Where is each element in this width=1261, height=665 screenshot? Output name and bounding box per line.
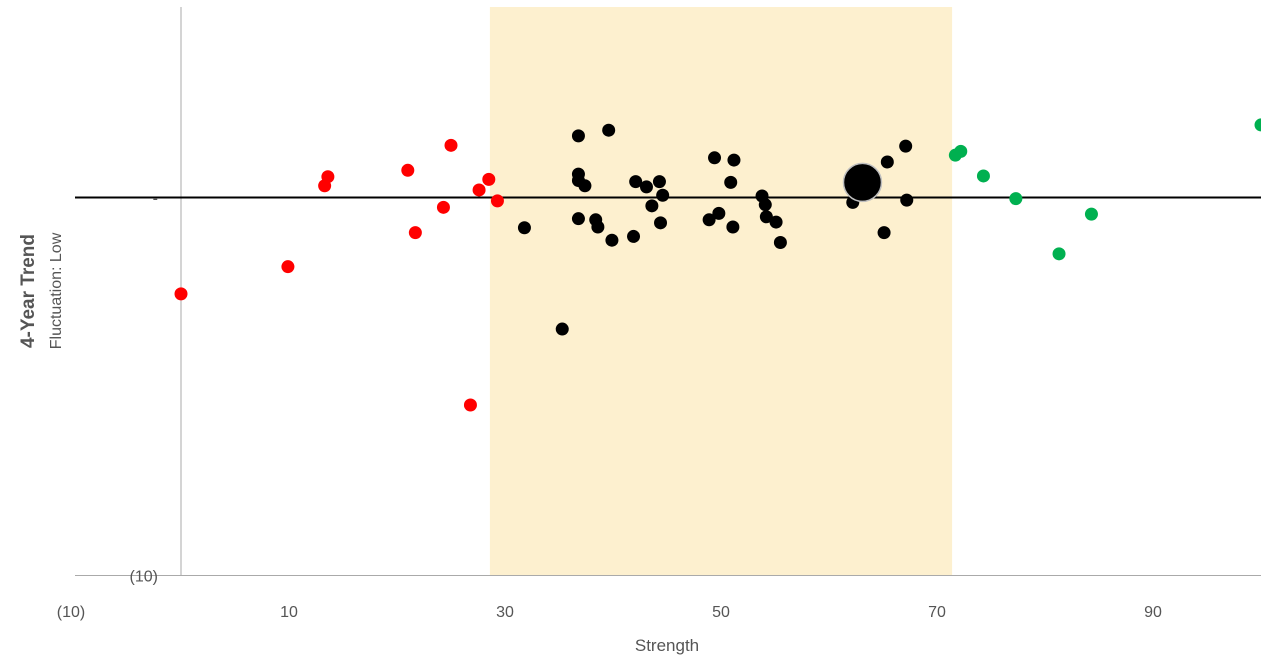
data-point [602,124,615,137]
data-point [656,189,669,202]
data-point [653,175,666,188]
data-point [572,212,585,225]
data-point [321,170,334,183]
data-point [175,287,188,300]
highlighted-data-point [843,163,881,201]
data-point [518,221,531,234]
data-point [770,216,783,229]
x-tick-label: (10) [57,604,85,621]
data-point [645,199,658,212]
data-point [899,140,912,153]
data-point [578,179,591,192]
data-point [712,207,725,220]
data-point [491,194,504,207]
x-tick-label: 90 [1144,604,1162,621]
y-axis-subtitle: Fluctuation: Low [48,232,65,349]
data-point [759,198,772,211]
data-point [437,201,450,214]
data-point [572,129,585,142]
data-point [445,139,458,152]
y-tick-label: - [153,191,158,208]
data-point [881,155,894,168]
x-tick-label: 10 [280,604,298,621]
data-point [627,230,640,243]
data-point [640,180,653,193]
data-point [605,234,618,247]
data-point [1255,118,1261,131]
y-tick-label: (10) [130,569,158,586]
data-point [878,226,891,239]
data-point [281,260,294,273]
data-point [708,151,721,164]
x-tick-label: 30 [496,604,514,621]
data-point [977,169,990,182]
highlight-band [490,7,952,576]
data-point [1009,192,1022,205]
data-point [1085,208,1098,221]
data-point [409,226,422,239]
data-point [556,323,569,336]
data-point [774,236,787,249]
data-point [482,173,495,186]
x-tick-label: 50 [712,604,730,621]
x-axis-title: Strength [635,636,699,655]
data-point [464,399,477,412]
data-point [1053,247,1066,260]
data-point [654,216,667,229]
data-point [954,145,967,158]
data-point [724,176,737,189]
data-point [401,164,414,177]
data-point [726,220,739,233]
data-point [900,194,913,207]
data-point [473,183,486,196]
y-axis-title: 4-Year Trend [18,234,39,348]
data-point [591,220,604,233]
data-point [727,154,740,167]
x-tick-label: 70 [928,604,946,621]
